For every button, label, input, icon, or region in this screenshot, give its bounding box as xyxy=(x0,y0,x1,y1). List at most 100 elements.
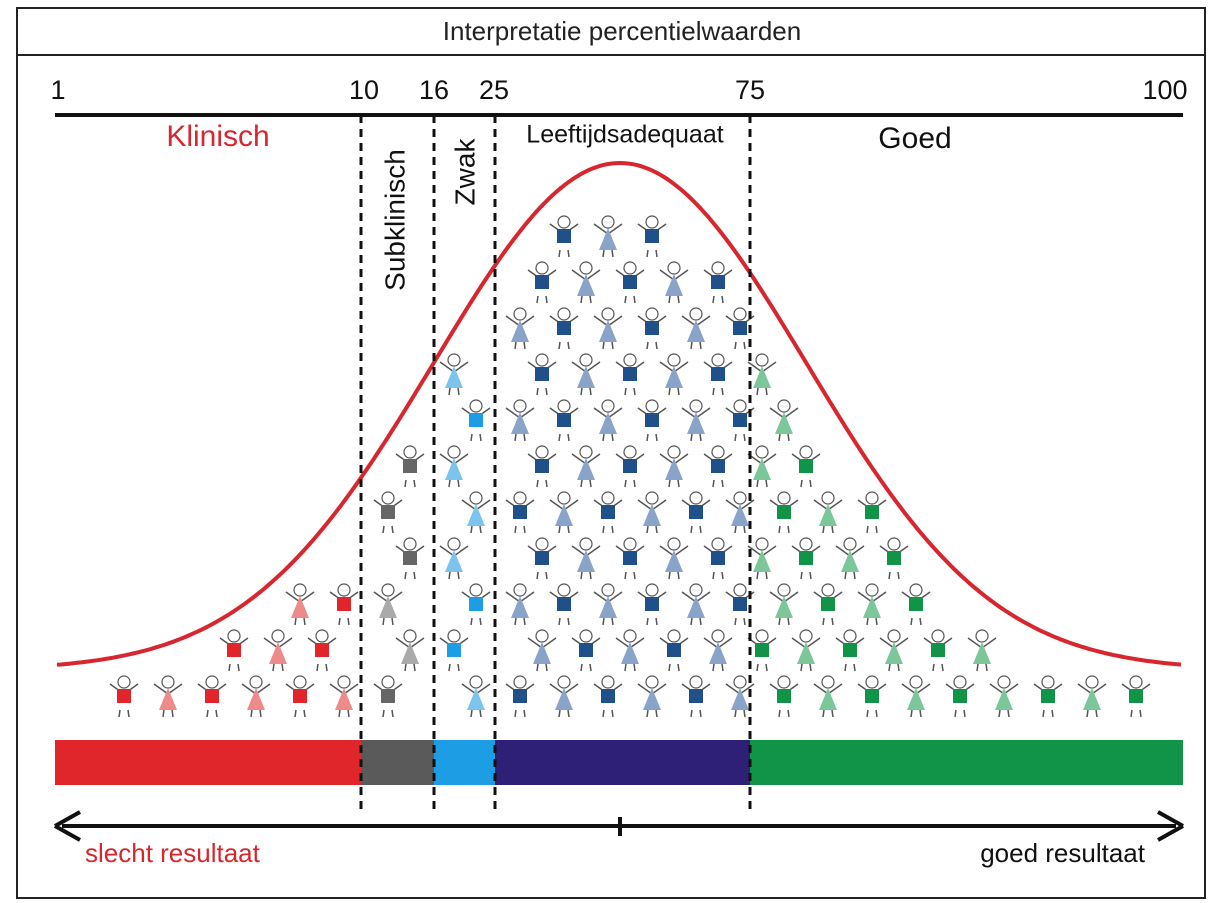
person-head xyxy=(778,492,790,504)
person-head xyxy=(514,676,526,688)
person-head xyxy=(624,354,636,366)
person-body xyxy=(689,689,703,703)
person-head xyxy=(668,446,680,458)
person-head xyxy=(734,492,746,504)
person-head xyxy=(558,584,570,596)
person-head xyxy=(228,630,240,642)
person-head xyxy=(558,492,570,504)
person-body xyxy=(535,459,549,473)
person-body xyxy=(205,689,219,703)
person-head xyxy=(118,676,130,688)
person-body xyxy=(799,459,813,473)
person-body xyxy=(557,413,571,427)
person-head xyxy=(866,492,878,504)
zone-label: Leeftijdsadequaat xyxy=(526,121,723,149)
zone-bar xyxy=(434,740,495,785)
person-head xyxy=(844,630,856,642)
person-head xyxy=(1086,676,1098,688)
person-head xyxy=(756,354,768,366)
percentile-label: 10 xyxy=(349,75,379,105)
person-body xyxy=(1129,689,1143,703)
person-body xyxy=(623,551,637,565)
person-head xyxy=(294,676,306,688)
person-head xyxy=(624,538,636,550)
zone-label: Subklinisch xyxy=(379,149,410,291)
person-body xyxy=(645,597,659,611)
person-head xyxy=(734,676,746,688)
person-head xyxy=(712,262,724,274)
person-body xyxy=(1041,689,1055,703)
person-head xyxy=(668,262,680,274)
person-body xyxy=(535,275,549,289)
person-head xyxy=(690,308,702,320)
person-head xyxy=(756,446,768,458)
arrow-label-right: goed resultaat xyxy=(980,838,1146,868)
person-head xyxy=(800,538,812,550)
person-body xyxy=(667,643,681,657)
person-head xyxy=(668,538,680,550)
person-body xyxy=(711,367,725,381)
person-body xyxy=(513,505,527,519)
person-body xyxy=(447,643,461,657)
person-head xyxy=(580,354,592,366)
person-head xyxy=(338,676,350,688)
person-body xyxy=(381,689,395,703)
person-head xyxy=(382,676,394,688)
person-head xyxy=(558,400,570,412)
person-head xyxy=(294,584,306,596)
person-head xyxy=(536,538,548,550)
person-body xyxy=(227,643,241,657)
person-body xyxy=(535,551,549,565)
person-head xyxy=(602,308,614,320)
person-head xyxy=(844,538,856,550)
person-head xyxy=(558,676,570,688)
person-head xyxy=(800,446,812,458)
person-head xyxy=(404,446,416,458)
person-head xyxy=(932,630,944,642)
person-head xyxy=(470,400,482,412)
person-body xyxy=(689,505,703,519)
zone-label: Zwak xyxy=(449,138,480,206)
person-body xyxy=(645,413,659,427)
percentile-label: 25 xyxy=(479,75,509,105)
page: Interpretatie percentielwaarden slecht r… xyxy=(0,0,1209,903)
title: Interpretatie percentielwaarden xyxy=(443,16,801,46)
person-body xyxy=(117,689,131,703)
person-head xyxy=(712,630,724,642)
person-body xyxy=(733,321,747,335)
person-body xyxy=(535,367,549,381)
person-head xyxy=(536,354,548,366)
person-body xyxy=(623,367,637,381)
person-head xyxy=(382,492,394,504)
person-body xyxy=(953,689,967,703)
person-head xyxy=(668,630,680,642)
person-head xyxy=(514,584,526,596)
person-head xyxy=(646,400,658,412)
person-head xyxy=(690,492,702,504)
person-head xyxy=(448,538,460,550)
person-body xyxy=(293,689,307,703)
person-head xyxy=(778,400,790,412)
person-head xyxy=(514,308,526,320)
person-body xyxy=(865,689,879,703)
zone-label: Goed xyxy=(878,122,951,155)
person-body xyxy=(799,551,813,565)
person-head xyxy=(558,216,570,228)
person-head xyxy=(272,630,284,642)
person-head xyxy=(536,262,548,274)
person-head xyxy=(536,630,548,642)
person-head xyxy=(712,538,724,550)
person-head xyxy=(822,492,834,504)
person-head xyxy=(822,676,834,688)
zone-bar xyxy=(750,740,1183,785)
person-head xyxy=(712,446,724,458)
person-head xyxy=(690,584,702,596)
person-head xyxy=(888,538,900,550)
person-head xyxy=(580,630,592,642)
person-head xyxy=(338,584,350,596)
person-body xyxy=(843,643,857,657)
person-body xyxy=(711,459,725,473)
person-head xyxy=(624,630,636,642)
zone-bar xyxy=(495,740,750,785)
person-body xyxy=(403,551,417,565)
